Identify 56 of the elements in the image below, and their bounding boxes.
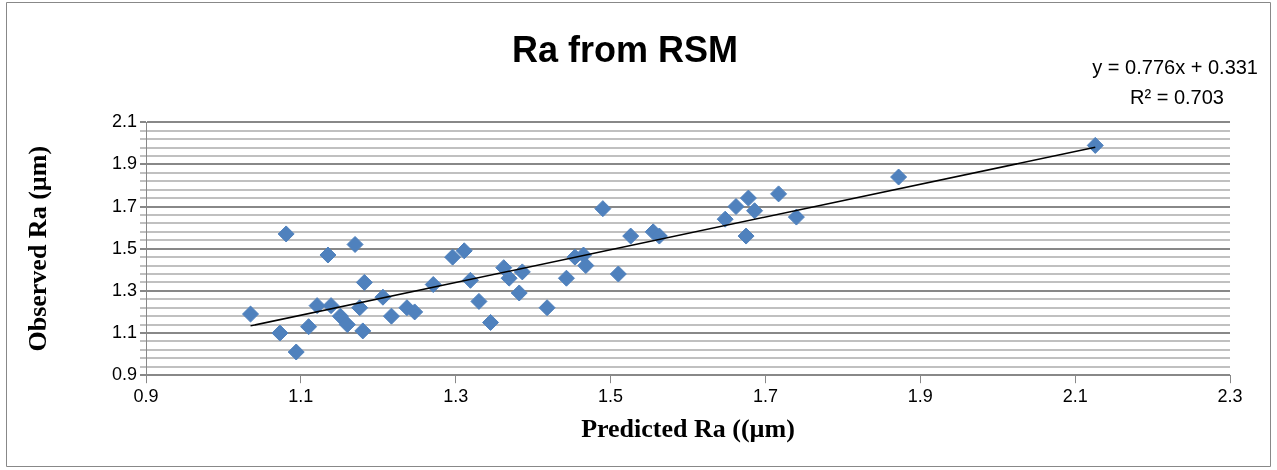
x-tick-label: 1.1 bbox=[288, 385, 314, 406]
x-axis-title: Predicted Ra ((µm) bbox=[581, 414, 795, 444]
point bbox=[354, 322, 372, 340]
point bbox=[557, 269, 575, 287]
point bbox=[716, 210, 734, 228]
point bbox=[351, 299, 369, 317]
point bbox=[1086, 136, 1104, 154]
point bbox=[338, 316, 356, 334]
point bbox=[594, 200, 612, 218]
point bbox=[739, 189, 757, 207]
y-tick-label: 1.1 bbox=[111, 322, 137, 342]
y-axis-title: Observed Ra (µm) bbox=[23, 145, 53, 352]
x-tick-label: 1.9 bbox=[907, 385, 933, 406]
x-tick-label: 0.9 bbox=[133, 385, 159, 406]
y-tick-label: 1.9 bbox=[111, 153, 137, 174]
x-tick-label: 2.3 bbox=[1217, 385, 1243, 406]
point bbox=[577, 257, 595, 275]
point bbox=[622, 227, 640, 245]
point bbox=[300, 318, 318, 336]
y-tick-label: 0.9 bbox=[111, 364, 137, 385]
point bbox=[382, 307, 400, 325]
point bbox=[510, 284, 528, 302]
y-tick-label: 1.3 bbox=[111, 279, 137, 300]
point bbox=[609, 265, 627, 283]
point bbox=[770, 185, 788, 203]
point bbox=[331, 307, 349, 325]
point bbox=[470, 292, 488, 310]
point bbox=[787, 208, 805, 226]
point bbox=[727, 198, 745, 216]
text: y = 0.776x + 0.331 bbox=[1092, 55, 1258, 78]
point bbox=[500, 269, 518, 287]
point bbox=[355, 273, 373, 291]
point bbox=[319, 246, 337, 264]
point bbox=[287, 343, 305, 361]
point bbox=[482, 313, 500, 331]
point bbox=[346, 235, 364, 253]
point bbox=[308, 297, 326, 315]
y-tick-label: 1.7 bbox=[111, 195, 137, 216]
point bbox=[277, 225, 295, 243]
point bbox=[538, 299, 556, 317]
x-tick-label: 2.1 bbox=[1062, 385, 1088, 406]
point bbox=[444, 248, 462, 266]
x-tick-label: 1.3 bbox=[443, 385, 469, 406]
point bbox=[455, 242, 473, 260]
y-tick-label: 2.1 bbox=[111, 111, 137, 132]
point bbox=[271, 324, 289, 342]
text: R² = 0.703 bbox=[1130, 85, 1224, 108]
x-tick-label: 1.5 bbox=[598, 385, 624, 406]
point bbox=[890, 168, 908, 186]
y-tick-label: 1.5 bbox=[111, 237, 137, 258]
point bbox=[746, 202, 764, 220]
point bbox=[406, 303, 424, 321]
chart-title: Ra from RSM bbox=[511, 28, 739, 70]
point bbox=[242, 305, 260, 323]
point bbox=[737, 227, 755, 245]
x-tick-label: 1.7 bbox=[752, 385, 778, 406]
